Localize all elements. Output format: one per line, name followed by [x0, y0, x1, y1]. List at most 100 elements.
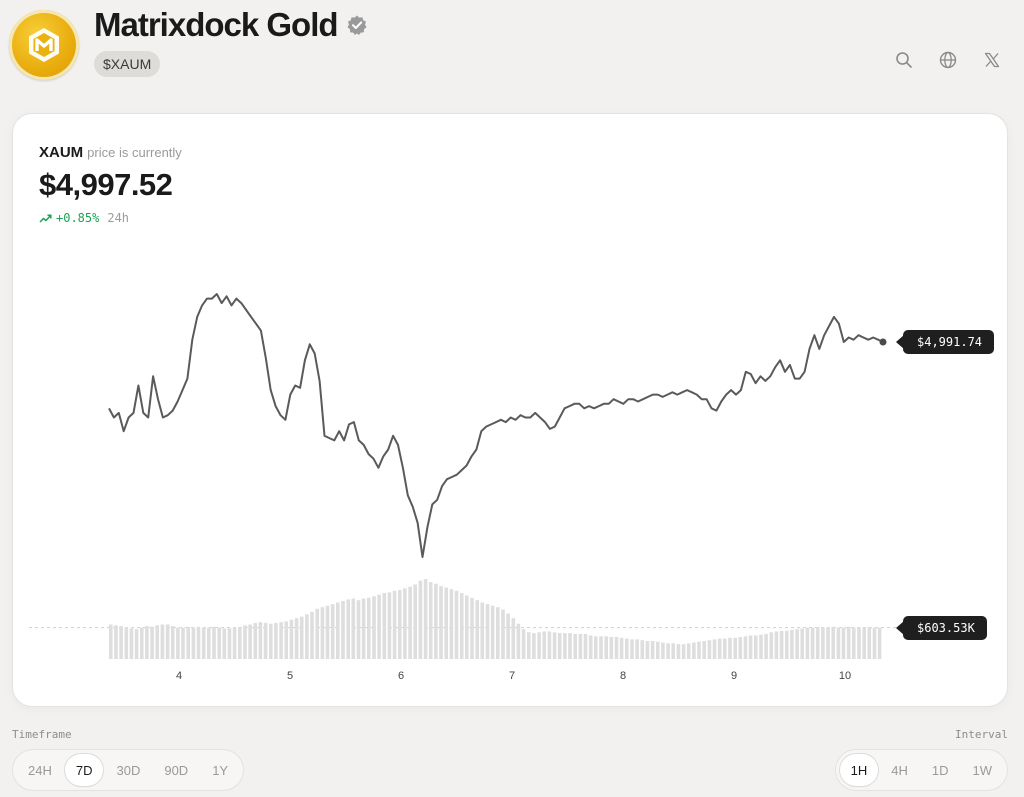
last-volume-tag: $603.53K — [896, 615, 987, 640]
volume-bar — [712, 639, 717, 659]
timeframe-button-7d[interactable]: 7D — [64, 754, 104, 786]
x-twitter-icon[interactable] — [982, 50, 1002, 70]
volume-bar — [490, 605, 495, 659]
volume-bar — [723, 638, 727, 659]
volume-bar — [676, 644, 681, 659]
volume-bar — [815, 626, 820, 659]
x-tick-label: 4 — [176, 670, 182, 682]
volume-bar — [785, 630, 789, 659]
volume-bar — [109, 624, 113, 659]
timeframe-button-1y[interactable]: 1Y — [201, 754, 239, 786]
volume-bar — [645, 641, 650, 659]
volume-bar — [444, 587, 448, 659]
globe-icon[interactable] — [938, 50, 958, 70]
price-chart[interactable]: 4 5 6 7 8 9 10 — [13, 114, 1008, 707]
volume-bar — [583, 633, 588, 659]
volume-bar — [790, 630, 794, 659]
volume-bar — [238, 626, 242, 659]
volume-bar — [604, 636, 608, 659]
volume-bar — [810, 627, 815, 659]
token-name: Matrixdock Gold — [94, 6, 339, 43]
volume-bar — [552, 632, 557, 659]
volume-bar — [588, 635, 593, 659]
matrixdock-logo — [9, 10, 79, 80]
last-price-tag: $4,991.74 — [895, 330, 995, 355]
volume-bar — [831, 626, 835, 659]
volume-bar — [294, 618, 299, 659]
volume-bar — [196, 626, 201, 659]
interval-selector: 1H 4H 1D 1W — [834, 749, 1008, 791]
volume-bar — [145, 626, 149, 659]
volume-bar — [738, 637, 743, 659]
volume-bar — [743, 636, 748, 659]
volume-bar — [434, 583, 438, 659]
volume-bar — [320, 607, 325, 659]
volume-bar — [325, 605, 330, 659]
volume-bar — [635, 639, 639, 659]
interval-button-1d[interactable]: 1D — [921, 754, 960, 786]
volume-bar — [857, 627, 861, 659]
volume-bar — [542, 631, 546, 659]
volume-bar — [449, 589, 454, 659]
timeframe-label: Timeframe — [12, 728, 72, 741]
volume-bar — [764, 633, 768, 659]
volume-bar — [686, 643, 691, 659]
volume-bar — [367, 597, 371, 659]
volume-bar — [305, 614, 309, 659]
logo-mark-icon — [29, 28, 59, 62]
volume-bar — [232, 627, 237, 659]
volume-bar — [351, 598, 356, 659]
volume-bar — [341, 601, 345, 659]
volume-bar — [243, 625, 247, 659]
volume-bar — [496, 607, 500, 659]
symbol-line: XAUM price is currently — [39, 144, 182, 161]
volume-bar — [661, 642, 665, 659]
volume-bar — [578, 633, 583, 659]
volume-bar — [697, 641, 701, 659]
volume-bar — [532, 633, 536, 659]
volume-bar — [140, 627, 144, 659]
volume-bar — [387, 592, 392, 659]
volume-bar — [805, 627, 810, 659]
volume-bar — [330, 604, 335, 659]
volume-bar — [191, 627, 196, 659]
volume-bar — [547, 631, 552, 659]
search-icon[interactable] — [894, 50, 914, 70]
price-symbol: XAUM — [39, 144, 84, 161]
volume-bar — [681, 644, 686, 659]
volume-bars — [109, 579, 882, 659]
volume-bar — [279, 622, 283, 659]
volume-bar — [671, 643, 675, 659]
volume-bar — [165, 624, 170, 659]
volume-bar — [728, 637, 732, 659]
volume-bar — [480, 602, 485, 659]
volume-bar — [119, 626, 123, 659]
volume-bar — [289, 619, 294, 659]
volume-bar — [299, 616, 304, 659]
x-tick-label: 6 — [398, 670, 404, 682]
volume-bar — [630, 639, 634, 659]
interval-button-1w[interactable]: 1W — [962, 754, 1004, 786]
timeframe-button-90d[interactable]: 90D — [153, 754, 199, 786]
volume-bar — [398, 590, 402, 659]
volume-bar — [527, 632, 531, 659]
volume-bar — [377, 594, 381, 659]
timeframe-button-24h[interactable]: 24H — [17, 754, 63, 786]
volume-bar — [382, 593, 387, 659]
volume-bar — [408, 586, 412, 659]
volume-bar — [862, 627, 866, 659]
token-title-row: Matrixdock Gold — [94, 6, 368, 44]
volume-bar — [269, 623, 273, 659]
volume-bar — [609, 637, 614, 659]
volume-bar — [599, 636, 603, 659]
volume-bar — [248, 624, 252, 659]
x-tick-label: 9 — [731, 670, 737, 682]
volume-bar — [759, 634, 763, 659]
volume-bar — [666, 643, 670, 659]
timeframe-button-30d[interactable]: 30D — [105, 754, 151, 786]
interval-button-4h[interactable]: 4H — [880, 754, 919, 786]
timeframe-selector: 24H 7D 30D 90D 1Y — [12, 749, 245, 791]
volume-bar — [717, 638, 722, 659]
volume-bar — [274, 622, 278, 659]
interval-button-1h[interactable]: 1H — [839, 754, 879, 786]
